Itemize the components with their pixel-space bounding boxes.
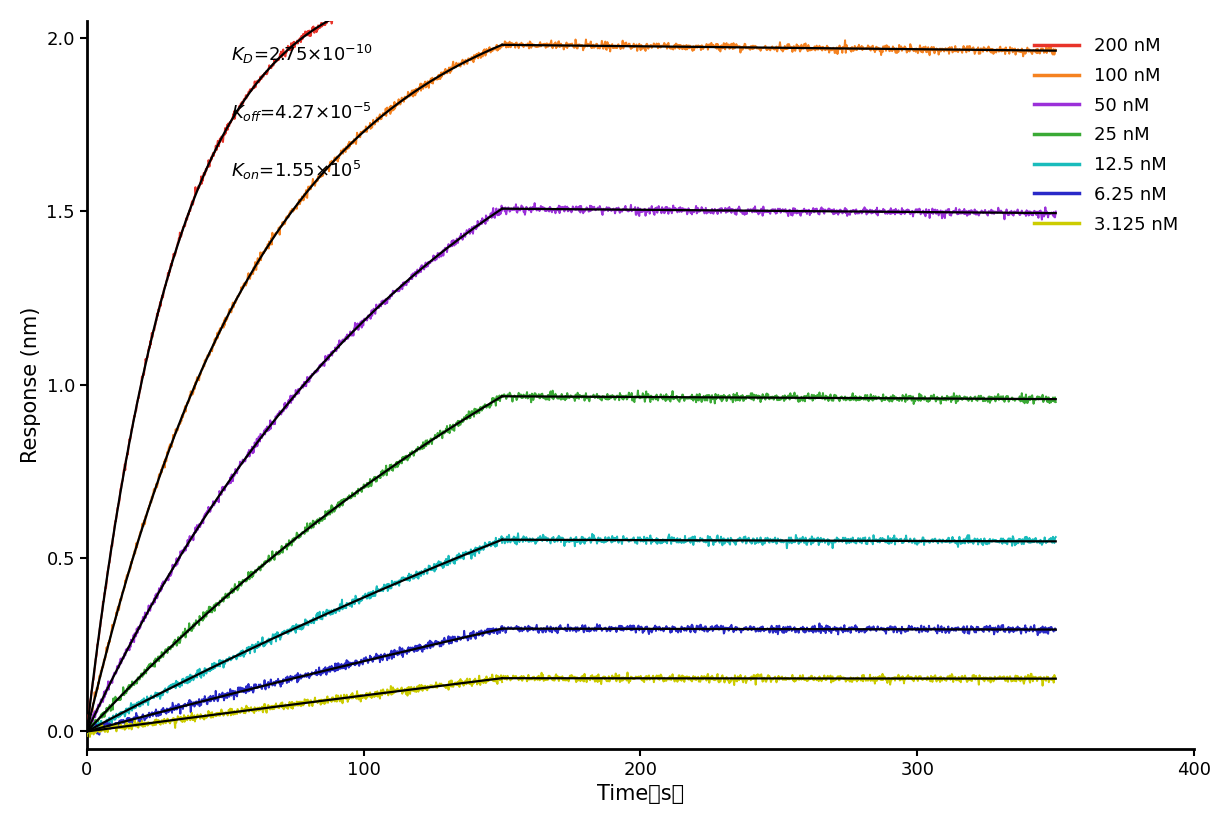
Text: $K_{on}$=1.55×10$^{5}$: $K_{on}$=1.55×10$^{5}$ <box>230 159 361 182</box>
Legend: 200 nM, 100 nM, 50 nM, 25 nM, 12.5 nM, 6.25 nM, 3.125 nM: 200 nM, 100 nM, 50 nM, 25 nM, 12.5 nM, 6… <box>1026 30 1185 241</box>
Text: $K_D$=2.75×10$^{-10}$: $K_D$=2.75×10$^{-10}$ <box>230 43 372 66</box>
Text: $K_{off}$=4.27×10$^{-5}$: $K_{off}$=4.27×10$^{-5}$ <box>230 101 372 124</box>
X-axis label: Time（s）: Time（s） <box>598 785 684 804</box>
Y-axis label: Response (nm): Response (nm) <box>21 307 41 463</box>
